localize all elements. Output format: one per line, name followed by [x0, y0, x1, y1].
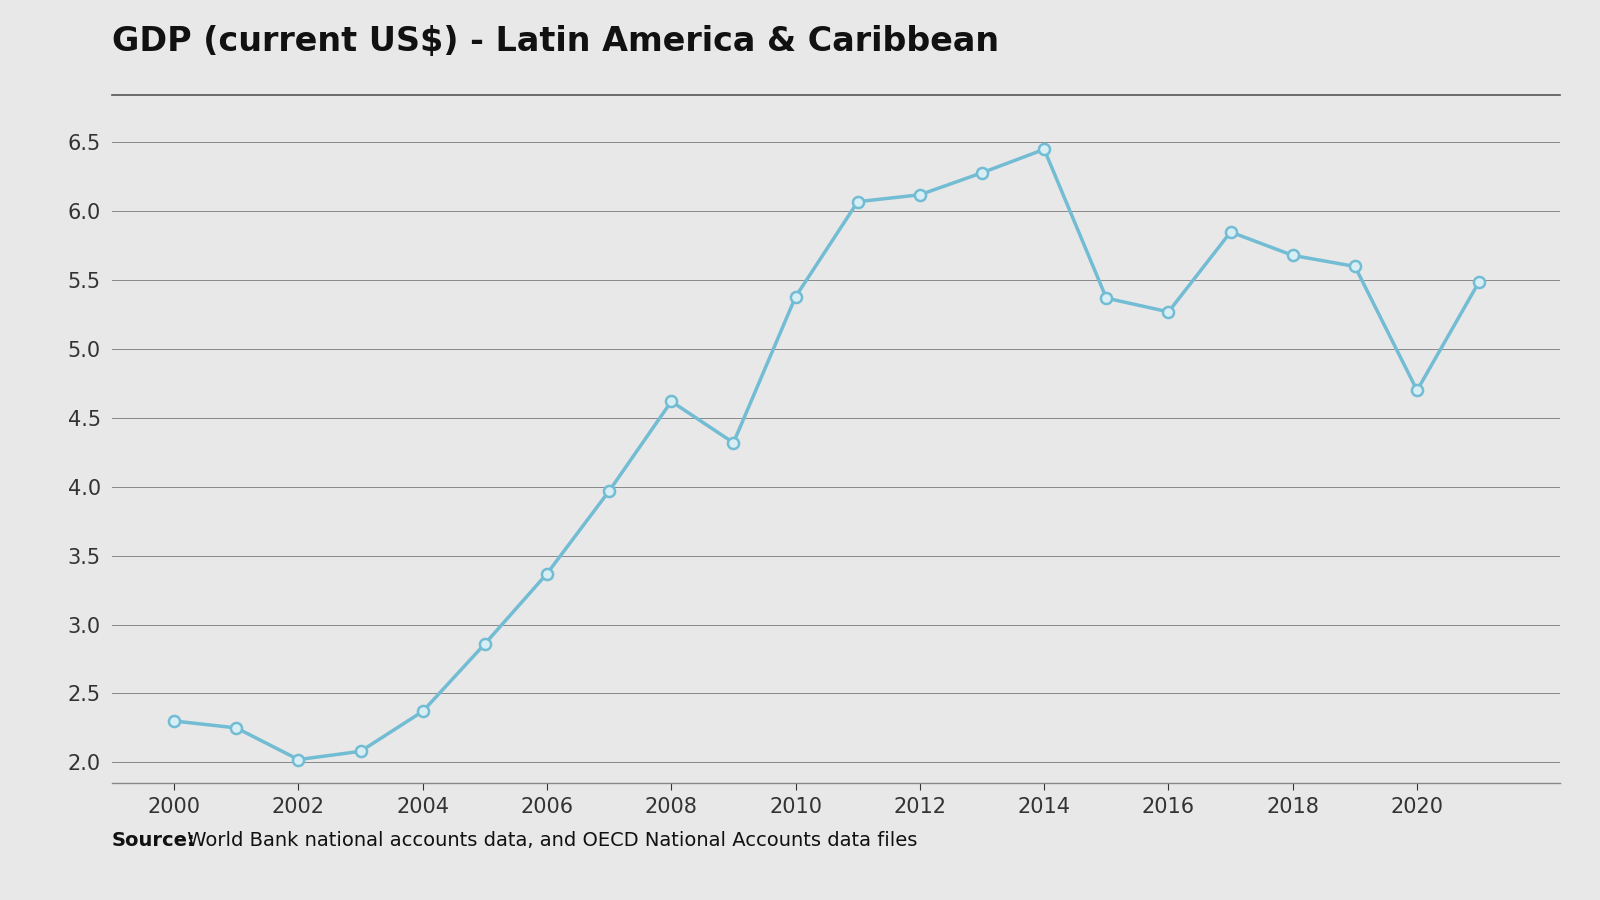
Text: World Bank national accounts data, and OECD National Accounts data files: World Bank national accounts data, and O…	[181, 832, 917, 850]
Text: GDP (current US$) - Latin America & Caribbean: GDP (current US$) - Latin America & Cari…	[112, 25, 998, 58]
Text: Source:: Source:	[112, 832, 195, 850]
